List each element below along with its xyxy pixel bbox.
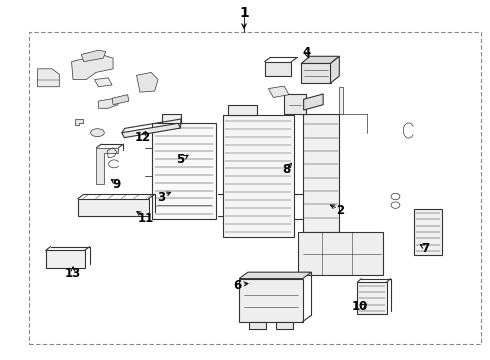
Text: 1: 1 [239, 6, 249, 20]
Polygon shape [239, 279, 303, 321]
Polygon shape [265, 62, 292, 76]
Polygon shape [78, 199, 149, 216]
Text: 2: 2 [336, 204, 344, 217]
Polygon shape [269, 86, 289, 98]
Text: 11: 11 [138, 212, 154, 225]
Polygon shape [152, 123, 216, 220]
Ellipse shape [91, 129, 104, 136]
Text: 8: 8 [282, 163, 291, 176]
Polygon shape [97, 148, 119, 184]
Polygon shape [75, 119, 83, 126]
Polygon shape [249, 321, 266, 329]
Polygon shape [162, 114, 181, 123]
Polygon shape [228, 105, 257, 116]
Polygon shape [37, 69, 59, 87]
Text: 3: 3 [157, 191, 165, 204]
Polygon shape [122, 123, 180, 138]
Text: 4: 4 [302, 46, 310, 59]
Text: 10: 10 [352, 300, 368, 313]
Bar [357, 282, 387, 315]
Polygon shape [98, 98, 118, 108]
Polygon shape [304, 94, 323, 110]
Polygon shape [339, 87, 343, 114]
Text: 9: 9 [112, 178, 120, 191]
Polygon shape [298, 232, 383, 275]
Polygon shape [276, 321, 293, 329]
Text: 13: 13 [65, 267, 81, 280]
Polygon shape [284, 94, 306, 114]
Bar [414, 209, 442, 255]
Polygon shape [301, 56, 339, 63]
Polygon shape [95, 78, 112, 87]
Polygon shape [81, 50, 106, 62]
Polygon shape [239, 272, 312, 279]
Polygon shape [303, 114, 339, 232]
Bar [29, 32, 481, 344]
Polygon shape [301, 63, 331, 83]
Text: 12: 12 [134, 131, 150, 144]
Polygon shape [72, 54, 113, 80]
Polygon shape [112, 95, 129, 105]
Text: 5: 5 [176, 153, 185, 166]
Polygon shape [46, 250, 85, 267]
Polygon shape [223, 116, 294, 237]
Text: 7: 7 [422, 242, 430, 255]
Text: 6: 6 [234, 279, 242, 292]
Polygon shape [331, 56, 339, 83]
Polygon shape [137, 72, 158, 92]
